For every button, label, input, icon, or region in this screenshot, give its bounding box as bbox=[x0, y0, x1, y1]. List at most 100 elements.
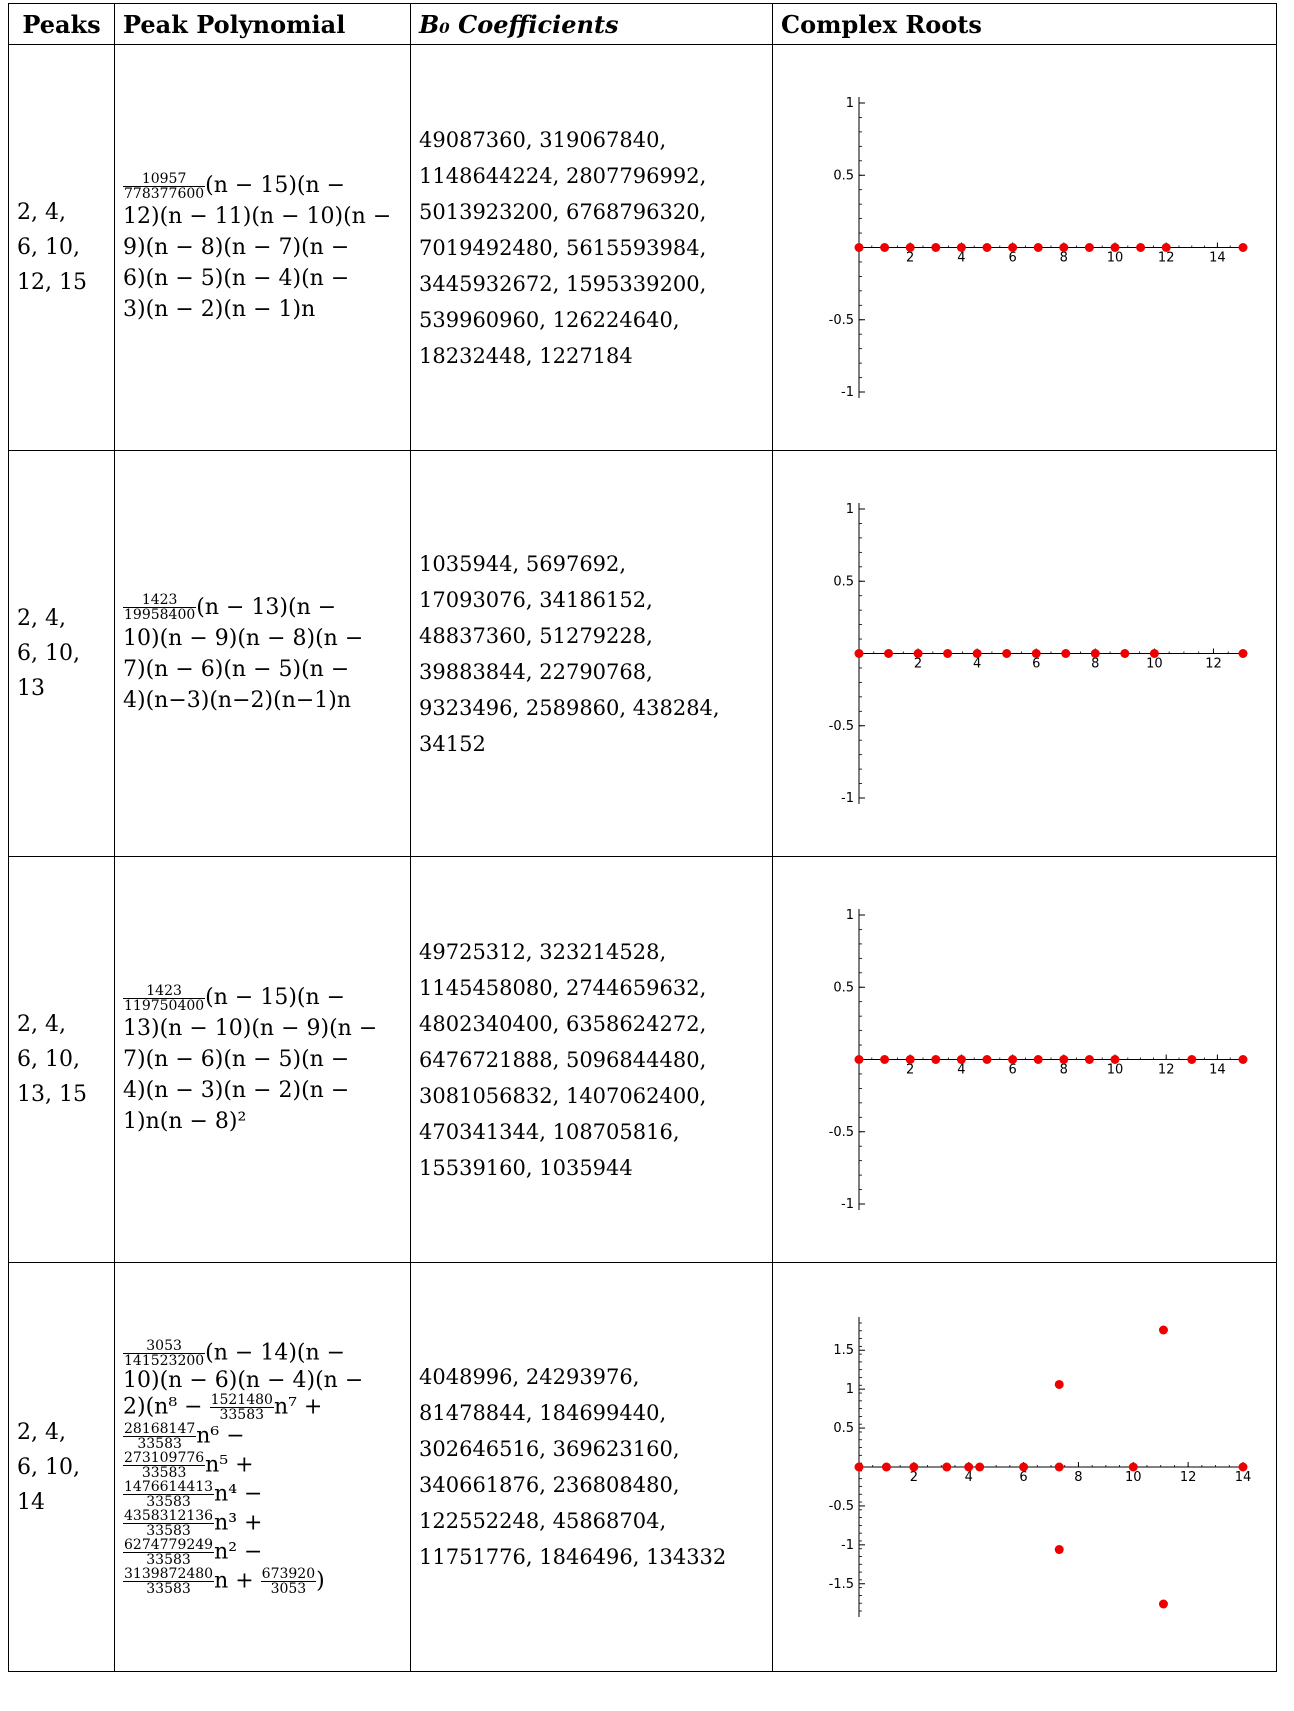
x-tick-label: 4 bbox=[957, 1063, 965, 1078]
frac-den: 33583 bbox=[137, 1435, 182, 1452]
poly-line: 10957 778377600 (n − 15)(n − bbox=[123, 170, 402, 201]
coef-line: 7019492480, 5615593984, bbox=[419, 235, 707, 260]
header-peaks: Peaks bbox=[8, 3, 115, 45]
poly-text: n² − bbox=[214, 1539, 263, 1564]
x-tick-label: 6 bbox=[1008, 1063, 1016, 1078]
roots-cell: 2 4 6 8 10 12 14 -1 -0.5 0.5 1 bbox=[772, 856, 1277, 1263]
x-tick-label: 12 bbox=[1180, 1470, 1197, 1485]
coef-line: 48837360, 51279228, bbox=[419, 623, 653, 648]
y-tick-label: -1.5 bbox=[829, 1577, 854, 1592]
frac-den: 33583 bbox=[146, 1551, 191, 1568]
frac-num: 673920 bbox=[260, 1565, 317, 1582]
poly-fraction: 1423 119750400 bbox=[123, 984, 206, 1014]
coef-line: 34152 bbox=[419, 731, 486, 756]
coef-line: 302646516, 369623160, bbox=[419, 1437, 680, 1461]
x-tick-label: 12 bbox=[1205, 657, 1222, 672]
frac-num: 1423 bbox=[123, 984, 206, 999]
root-point bbox=[854, 1055, 864, 1064]
root-point bbox=[1238, 649, 1248, 658]
root-point bbox=[982, 1055, 992, 1064]
poly-line: 13)(n − 10)(n − 9)(n − bbox=[123, 1016, 378, 1041]
root-point bbox=[1054, 1545, 1064, 1555]
root-point bbox=[943, 649, 953, 658]
root-point bbox=[1008, 243, 1018, 252]
x-tick-label: 14 bbox=[1209, 1063, 1226, 1078]
coef-line: 1148644224, 2807796992, bbox=[419, 163, 707, 188]
polynomial-cell: 1423 119750400 (n − 15)(n − 13)(n − 10)(n … bbox=[114, 856, 411, 1263]
x-tick-label: 10 bbox=[1107, 251, 1124, 266]
root-point bbox=[1158, 1325, 1168, 1335]
poly-line: 28168147 33583 n⁶ − bbox=[123, 1422, 402, 1451]
poly-fraction: 273109776 33583 bbox=[123, 1451, 206, 1480]
root-point bbox=[975, 1462, 985, 1472]
root-point bbox=[1110, 1055, 1120, 1064]
root-point bbox=[1019, 1462, 1029, 1472]
poly-fraction: 28168147 33583 bbox=[123, 1420, 197, 1452]
x-tick-label: 14 bbox=[1235, 1470, 1252, 1485]
x-tick-label: 12 bbox=[1158, 251, 1175, 266]
y-tick-label: 1.5 bbox=[833, 1343, 854, 1358]
coef-line: 15539160, 1035944 bbox=[419, 1155, 633, 1180]
frac-num: 28168147 bbox=[123, 1420, 197, 1437]
root-point bbox=[1128, 1462, 1138, 1472]
polynomial-cell: 3053 141523200 (n − 14)(n − 10)(n − 6)(n −… bbox=[114, 1262, 411, 1672]
frac-num: 1423 bbox=[123, 593, 197, 608]
coef-line: 49725312, 323214528, bbox=[419, 939, 667, 964]
peaks-line: 14 bbox=[17, 1489, 45, 1515]
coef-line: 340661876, 236808480, bbox=[419, 1473, 680, 1497]
roots-plot: 2 4 6 8 10 12 14 -1 -0.5 0.5 1 bbox=[829, 908, 1248, 1212]
table-row: 2, 4, 6, 10, 14 3053 141523200 (n − 14)(n … bbox=[8, 1262, 1277, 1672]
header-polynomial: Peak Polynomial bbox=[114, 3, 411, 45]
table-row: 2, 4, 6, 10, 13 1423 19958400 (n − 13)(n −… bbox=[8, 450, 1277, 857]
poly-text: (n − 15)(n − bbox=[205, 985, 346, 1010]
coef-line: 539960960, 126224640, bbox=[419, 307, 680, 332]
root-point bbox=[931, 1055, 941, 1064]
peaks-cell: 2, 4, 6, 10, 13 bbox=[8, 450, 115, 857]
poly-text: (n − 13)(n − bbox=[196, 594, 337, 620]
peaks-cell: 2, 4, 6, 10, 14 bbox=[8, 1262, 115, 1672]
poly-text: n⁶ − bbox=[196, 1423, 245, 1448]
root-point bbox=[1187, 1055, 1197, 1064]
y-tick-label: -0.5 bbox=[829, 1125, 854, 1140]
root-point bbox=[1054, 1462, 1064, 1472]
root-point bbox=[854, 243, 864, 252]
x-tick-label: 8 bbox=[1060, 251, 1068, 266]
roots-plot: 2 4 6 8 10 12 -1 -0.5 0.5 1 bbox=[829, 502, 1248, 806]
peaks-line: 12, 15 bbox=[17, 270, 87, 295]
frac-num: 6274779249 bbox=[123, 1536, 215, 1553]
root-point bbox=[1158, 1599, 1168, 1609]
roots-plot: 2 4 6 8 10 12 14 -1.5 -1 -0.5 0.5 1 1.5 bbox=[829, 1317, 1252, 1617]
coef-line: 122552248, 45868704, bbox=[419, 1509, 667, 1533]
peak-polynomial-table: Peaks Peak Polynomial B₀ Coefficients Co… bbox=[8, 3, 1277, 1672]
frac-den: 19958400 bbox=[124, 607, 196, 623]
poly-line: 2)(n⁸ − 1521480 33583 n⁷ + bbox=[123, 1393, 402, 1422]
roots-cell: 2 4 6 8 10 12 14 -1.5 -1 -0.5 0.5 1 1.5 bbox=[772, 1262, 1277, 1672]
root-point bbox=[931, 243, 941, 252]
coef-line: 3081056832, 1407062400, bbox=[419, 1083, 707, 1108]
poly-line: 10)(n − 9)(n − 8)(n − bbox=[123, 625, 364, 651]
root-point bbox=[880, 243, 890, 252]
coefficients-cell: 49087360, 319067840, 1148644224, 2807796… bbox=[410, 44, 773, 451]
root-point bbox=[1136, 243, 1146, 252]
coef-line: 17093076, 34186152, bbox=[419, 587, 653, 612]
x-tick-label: 2 bbox=[910, 1470, 918, 1485]
frac-num: 1521480 bbox=[209, 1391, 274, 1408]
root-point bbox=[1161, 243, 1171, 252]
coef-line: 49087360, 319067840, bbox=[419, 127, 667, 152]
root-point bbox=[905, 243, 915, 252]
y-tick-label: -0.5 bbox=[829, 719, 854, 734]
x-tick-label: 4 bbox=[973, 657, 981, 672]
root-point bbox=[854, 1462, 864, 1472]
root-point bbox=[1090, 649, 1100, 658]
frac-den: 3053 bbox=[270, 1580, 307, 1597]
frac-den: 119750400 bbox=[124, 997, 205, 1014]
polynomial-cell: 10957 778377600 (n − 15)(n − 12)(n − 11)(n… bbox=[114, 44, 411, 451]
poly-fraction: 6274779249 33583 bbox=[123, 1536, 215, 1568]
root-point bbox=[913, 649, 923, 658]
coef-line: 39883844, 22790768, bbox=[419, 659, 653, 684]
coefficients-cell: 49725312, 323214528, 1145458080, 2744659… bbox=[410, 856, 773, 1263]
poly-line: 7)(n − 6)(n − 5)(n − bbox=[123, 1047, 350, 1072]
poly-fraction: 3053 141523200 bbox=[123, 1339, 206, 1368]
poly-line: 3)(n − 2)(n − 1)n bbox=[123, 297, 316, 322]
root-point bbox=[1061, 649, 1071, 658]
